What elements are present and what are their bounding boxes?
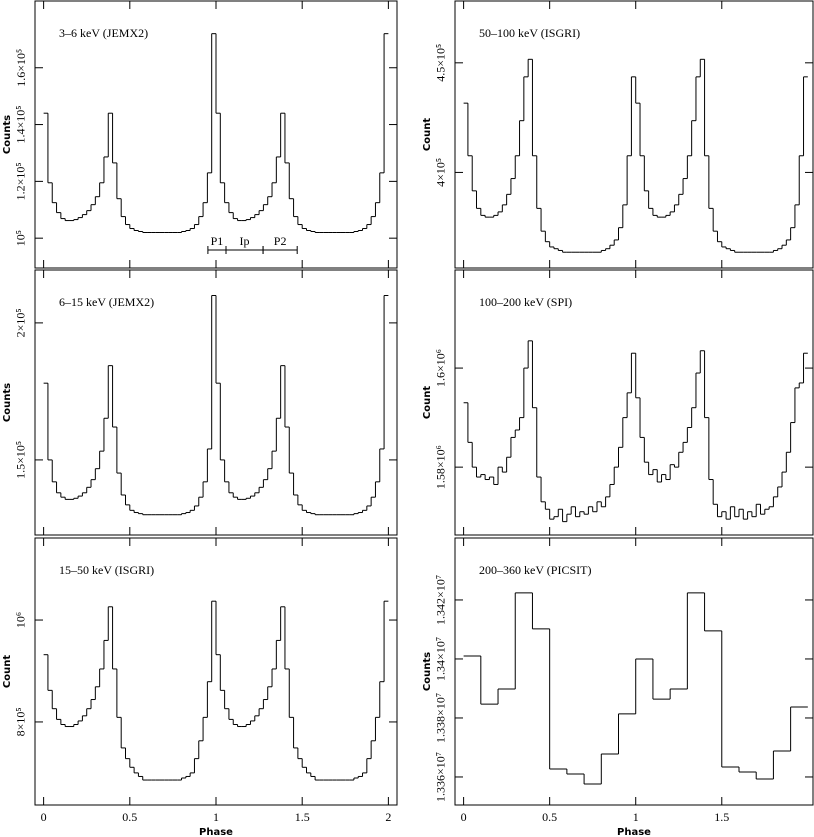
frame [34,537,398,806]
y-axis-label: Count [422,118,433,151]
frame [454,0,814,269]
panel: 10⁵ 1.2×10⁵ 1.4×10⁵ 1.6×10⁵ Counts 3–6 keV (J… [2,0,398,269]
x-tick-label: 1 [213,810,219,824]
y-tick-label: 1.4×10⁵ [14,106,28,144]
frame [454,269,814,536]
panel-title: 6–15 keV (JEMX2) [59,295,154,309]
y-tick-label: 2×10⁵ [14,308,28,337]
x-tick-label: 0 [41,810,47,824]
y-tick-label: 10⁵ [14,230,28,246]
x-tick-label: 1 [633,810,639,824]
panel-title: 50–100 keV (ISGRI) [479,26,580,40]
y-axis-label: Count [422,386,433,419]
y-tick-label: 1.336×10⁷ [434,752,448,802]
y-tick-label: 1.2×10⁵ [14,162,28,200]
x-axis-label: Phase [617,827,651,837]
x-tick-label: 1.5 [295,810,310,824]
panel: 4×10⁵ 4.5×10⁵ Count 50–100 keV (ISGRI) [422,0,814,269]
frame [454,537,814,806]
region-label: P1 [211,234,224,248]
x-tick-label: 1.5 [714,810,729,824]
y-tick-label: 4×10⁵ [434,158,448,187]
y-axis-label: Counts [2,383,13,422]
y-tick-label: 10⁶ [14,612,28,628]
x-tick-label: 0.5 [122,810,137,824]
x-tick-label: 2 [385,810,391,824]
y-axis-label: Count [2,655,13,688]
panel-title: 15–50 keV (ISGRI) [59,563,154,577]
region-label: Ip [240,234,250,248]
y-tick-label: 1.338×10⁷ [434,693,448,743]
panel-title: 200–360 keV (PICSIT) [479,563,591,577]
panel-title: 100–200 keV (SPI) [479,295,572,309]
x-tick-label: 0.5 [542,810,557,824]
panel: 1.5×10⁵ 2×10⁵ Counts 6–15 keV (JEMX2) [2,269,398,536]
y-tick-label: 1.58×10⁶ [434,445,448,489]
y-tick-label: 1.6×10⁵ [14,49,28,87]
y-tick-label: 1.34×10⁷ [434,637,448,681]
region-label: P2 [274,234,287,248]
panel: 0 0.5 1 1.5 1.336×10⁷ 1.338×10⁷ 1.34×10⁷ 1.342×… [422,537,814,837]
y-axis-label: Counts [2,115,13,154]
y-tick-label: 4.5×10⁵ [434,44,448,82]
x-axis-label: Phase [199,827,233,837]
y-tick-label: 8×10⁵ [14,707,28,736]
y-axis-label: Counts [422,652,433,691]
y-tick-label: 1.6×10⁶ [434,349,448,387]
panel: 0 0.5 1 1.5 2 8×10⁵ 10⁶ Count Phase 15–50 keV (IS… [2,537,398,837]
x-tick-label: 0 [461,810,467,824]
panel-title: 3–6 keV (JEMX2) [59,26,148,40]
y-tick-label: 1.342×10⁷ [434,575,448,625]
y-tick-label: 1.5×10⁵ [14,441,28,479]
